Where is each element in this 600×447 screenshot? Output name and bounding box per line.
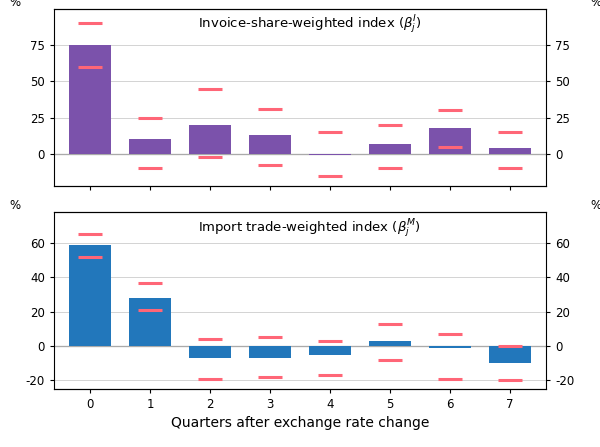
- Bar: [309, 154, 351, 155]
- Text: Invoice-share-weighted index ($\beta_j^I$): Invoice-share-weighted index ($\beta_j^I…: [198, 14, 422, 37]
- Text: %: %: [10, 199, 21, 212]
- Text: %: %: [590, 199, 600, 212]
- Bar: [189, 125, 231, 154]
- Bar: [189, 346, 231, 358]
- Bar: [249, 135, 291, 154]
- Bar: [69, 245, 111, 346]
- Text: %: %: [10, 0, 21, 9]
- Bar: [429, 128, 471, 154]
- X-axis label: Quarters after exchange rate change: Quarters after exchange rate change: [171, 417, 429, 430]
- Bar: [369, 143, 411, 154]
- Bar: [249, 346, 291, 358]
- Bar: [69, 45, 111, 154]
- Bar: [309, 346, 351, 354]
- Bar: [489, 346, 531, 363]
- Bar: [429, 346, 471, 348]
- Bar: [489, 148, 531, 154]
- Bar: [129, 298, 171, 346]
- Bar: [369, 341, 411, 346]
- Text: Import trade-weighted index ($\beta_j^M$): Import trade-weighted index ($\beta_j^M$…: [199, 218, 421, 240]
- Bar: [129, 139, 171, 154]
- Text: %: %: [590, 0, 600, 9]
